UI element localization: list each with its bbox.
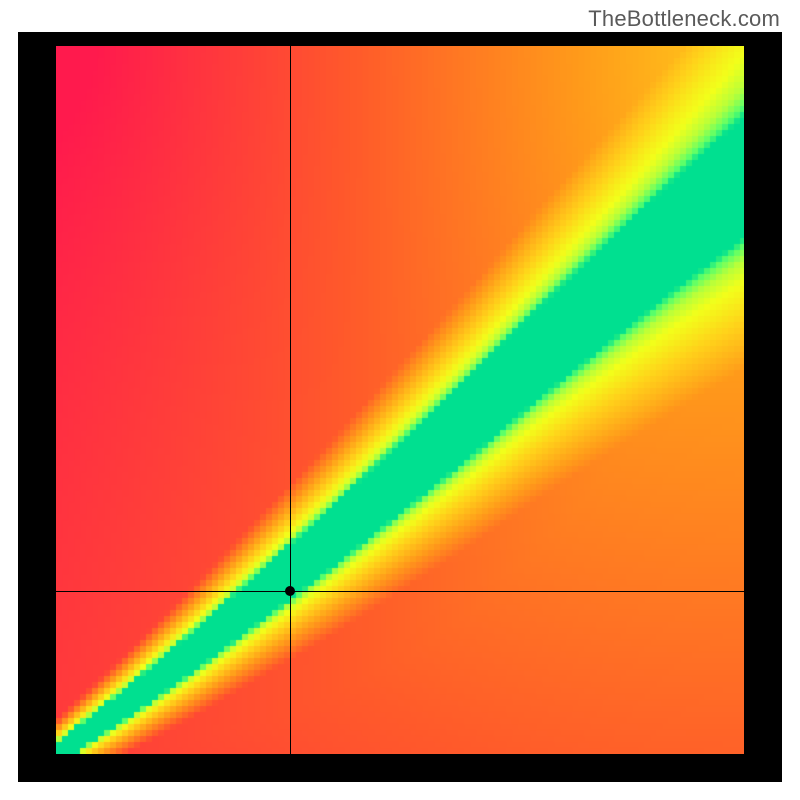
watermark-text: TheBottleneck.com <box>588 6 780 32</box>
data-point-marker <box>285 586 295 596</box>
heatmap-canvas <box>56 46 744 754</box>
crosshair-horizontal <box>56 591 744 592</box>
plot-area <box>56 46 744 754</box>
plot-frame <box>18 32 782 782</box>
crosshair-vertical <box>290 46 291 754</box>
chart-container: TheBottleneck.com <box>0 0 800 800</box>
